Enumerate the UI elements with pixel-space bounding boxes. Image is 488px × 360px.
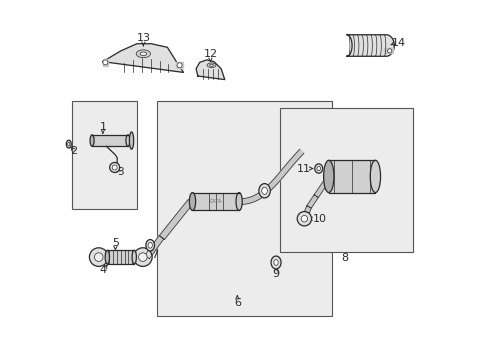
Ellipse shape xyxy=(105,250,109,264)
Ellipse shape xyxy=(136,50,150,58)
Ellipse shape xyxy=(90,135,94,146)
Ellipse shape xyxy=(148,242,152,248)
Ellipse shape xyxy=(129,132,133,149)
Bar xyxy=(192,193,239,211)
Polygon shape xyxy=(159,199,193,239)
Text: 12: 12 xyxy=(203,49,217,59)
Ellipse shape xyxy=(236,193,242,211)
Ellipse shape xyxy=(66,140,71,148)
Bar xyxy=(107,250,134,264)
Text: 4: 4 xyxy=(100,265,106,275)
Text: 3: 3 xyxy=(117,167,124,177)
Ellipse shape xyxy=(258,184,270,198)
Text: 10: 10 xyxy=(312,214,326,224)
Ellipse shape xyxy=(189,193,195,211)
Circle shape xyxy=(109,162,120,172)
Ellipse shape xyxy=(270,256,281,269)
Ellipse shape xyxy=(273,260,278,265)
Circle shape xyxy=(89,248,108,266)
Text: CATA: CATA xyxy=(209,199,222,204)
Ellipse shape xyxy=(369,160,380,193)
Text: 14: 14 xyxy=(391,38,405,48)
Ellipse shape xyxy=(206,63,216,68)
Polygon shape xyxy=(240,149,304,204)
Ellipse shape xyxy=(132,250,136,264)
Ellipse shape xyxy=(140,52,146,55)
Circle shape xyxy=(387,49,391,53)
Circle shape xyxy=(301,216,307,222)
Circle shape xyxy=(177,63,182,68)
Bar xyxy=(72,101,137,209)
Polygon shape xyxy=(144,236,163,259)
Circle shape xyxy=(133,248,152,266)
Text: 9: 9 xyxy=(272,269,279,279)
Polygon shape xyxy=(196,60,224,80)
Text: 11: 11 xyxy=(296,163,310,174)
Polygon shape xyxy=(303,206,311,217)
Polygon shape xyxy=(102,59,107,66)
Text: 2: 2 xyxy=(70,145,78,156)
Polygon shape xyxy=(176,62,183,68)
Ellipse shape xyxy=(145,239,154,251)
Bar xyxy=(280,108,412,252)
Ellipse shape xyxy=(209,64,213,66)
Text: 7: 7 xyxy=(151,250,158,260)
Text: 8: 8 xyxy=(341,253,348,263)
Polygon shape xyxy=(102,44,183,72)
Polygon shape xyxy=(346,35,393,56)
Circle shape xyxy=(297,212,311,226)
Text: 6: 6 xyxy=(233,298,240,308)
Polygon shape xyxy=(313,178,329,198)
Circle shape xyxy=(94,253,103,261)
Ellipse shape xyxy=(316,166,320,171)
Ellipse shape xyxy=(314,164,322,173)
Ellipse shape xyxy=(126,135,130,146)
Bar xyxy=(328,160,375,193)
Circle shape xyxy=(138,253,147,261)
Bar xyxy=(92,135,128,146)
Text: 13: 13 xyxy=(136,33,150,43)
Text: 1: 1 xyxy=(99,122,106,132)
Bar xyxy=(156,101,332,316)
Ellipse shape xyxy=(323,160,333,193)
Polygon shape xyxy=(384,48,392,53)
Text: 5: 5 xyxy=(112,238,119,248)
Polygon shape xyxy=(306,195,318,208)
Circle shape xyxy=(102,60,108,65)
Circle shape xyxy=(112,165,117,170)
Ellipse shape xyxy=(67,142,70,146)
Ellipse shape xyxy=(261,187,267,194)
